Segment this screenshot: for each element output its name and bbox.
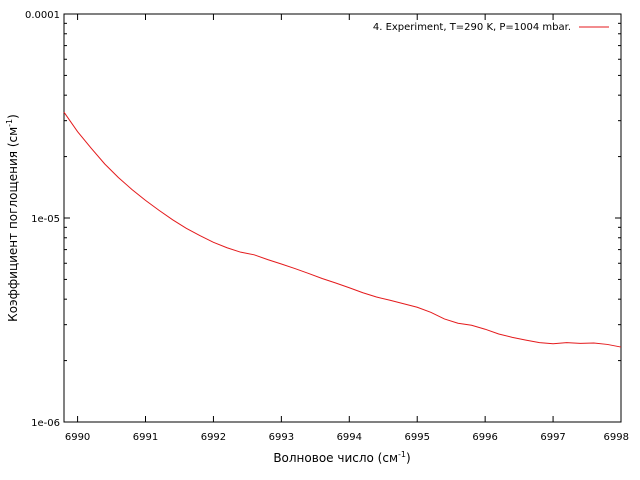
x-tick-label: 6993	[269, 432, 294, 443]
y-tick-label: 1e-06	[31, 418, 60, 429]
y-axis-ticks: 1e-06 1e-05 0.0001	[25, 10, 621, 429]
x-tick-label: 6994	[337, 432, 362, 443]
x-tick-label: 6992	[201, 432, 226, 443]
y-tick-label: 0.0001	[25, 10, 60, 21]
x-tick-label: 6996	[472, 432, 497, 443]
x-axis-title: Волновое число (см-1)	[273, 450, 410, 465]
x-tick-label: 6997	[540, 432, 565, 443]
x-tick-label: 6995	[404, 432, 429, 443]
series-layer	[63, 111, 622, 348]
x-tick-label: 6991	[133, 432, 158, 443]
legend: 4. Experiment, T=290 K, P=1004 mbar.	[373, 22, 609, 33]
y-axis-title: Коэффициент поглощения (см-1)	[5, 114, 20, 322]
legend-label: 4. Experiment, T=290 K, P=1004 mbar.	[373, 22, 571, 33]
y-tick-label: 1e-05	[31, 214, 60, 225]
plot-frame	[63, 13, 622, 423]
series-line	[63, 111, 622, 348]
x-tick-label: 6990	[65, 432, 90, 443]
x-axis-ticks: 6990 6991 6992 6993 6994 6995 6996 6997 6998	[65, 14, 629, 443]
x-tick-label: 6998	[604, 432, 629, 443]
